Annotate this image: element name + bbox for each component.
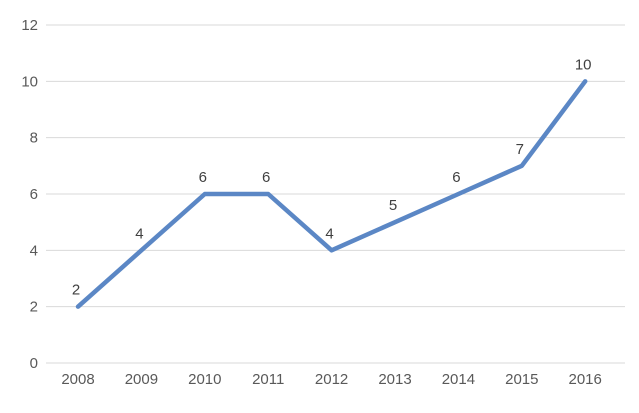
series-line: [75, 79, 588, 309]
x-tick-label-2011: 2011: [252, 371, 284, 388]
data-label-2015: 7: [516, 141, 524, 158]
y-tick-label-6: 6: [30, 186, 38, 203]
x-tick-label-2010: 2010: [188, 371, 221, 388]
data-label-2011: 6: [262, 169, 270, 186]
x-tick-label-2013: 2013: [378, 371, 411, 388]
y-tick-label-2: 2: [30, 299, 38, 316]
data-label-2009: 4: [135, 225, 143, 242]
x-tick-label-2014: 2014: [442, 371, 475, 388]
x-tick-label-2012: 2012: [315, 371, 348, 388]
data-label-2010: 6: [199, 169, 207, 186]
x-tick-label-2009: 2009: [125, 371, 158, 388]
data-label-2014: 6: [452, 169, 460, 186]
y-tick-label-12: 12: [21, 17, 38, 34]
data-label-2008: 2: [72, 282, 80, 299]
y-tick-label-10: 10: [21, 73, 38, 90]
y-tick-label-4: 4: [30, 242, 38, 259]
data-label-2016: 10: [575, 56, 592, 73]
y-tick-label-0: 0: [30, 355, 38, 372]
data-label-2013: 5: [389, 197, 397, 214]
x-tick-label-2016: 2016: [569, 371, 602, 388]
y-tick-label-8: 8: [30, 130, 38, 147]
data-label-2012: 4: [325, 225, 333, 242]
x-tick-label-2008: 2008: [61, 371, 94, 388]
x-tick-label-2015: 2015: [505, 371, 538, 388]
